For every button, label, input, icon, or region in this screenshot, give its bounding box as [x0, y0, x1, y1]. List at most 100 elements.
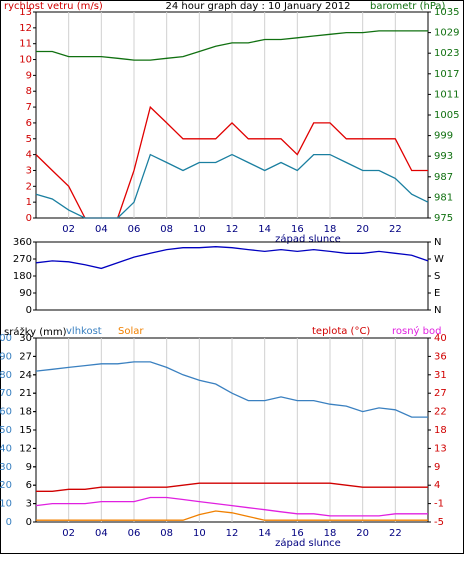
legend-label: vlhkost — [66, 326, 102, 337]
x-tick-label: 16 — [291, 224, 304, 235]
x-tick-label: 20 — [356, 224, 369, 235]
x-tick-label: 08 — [160, 224, 173, 235]
y-tick-label: 70 — [0, 388, 12, 399]
y-tick-label: 360 — [13, 237, 32, 248]
y-tick-label: 1035 — [434, 7, 459, 18]
y-tick-label: 7 — [26, 102, 32, 113]
x-tick-label: 04 — [95, 528, 108, 539]
legend-label: teplota (°C) — [312, 326, 370, 337]
y-tick-label: 60 — [0, 407, 12, 418]
x-tick-label: 06 — [128, 528, 141, 539]
series-line — [35, 496, 428, 517]
y-tick-label: 40 — [434, 333, 447, 344]
y-tick-label: 27 — [19, 351, 32, 362]
series-line — [36, 30, 428, 61]
y-tick-label: N — [434, 237, 441, 248]
y2-axis-title: barometr (hPa) — [370, 1, 446, 12]
y-tick-label: 2 — [26, 181, 32, 192]
y-tick-label: 6 — [26, 480, 32, 491]
y-tick-label: -5 — [434, 517, 444, 528]
x-tick-label: 18 — [324, 528, 337, 539]
series-line — [36, 482, 428, 492]
x-tick-label: 22 — [389, 224, 402, 235]
y-tick-label: 15 — [19, 425, 32, 436]
y-tick-label: 1023 — [434, 48, 459, 59]
y-tick-label: 993 — [434, 151, 453, 162]
y-tick-label: 27 — [434, 388, 447, 399]
y-tick-label: 13 — [434, 443, 447, 454]
y-tick-label: 18 — [19, 407, 32, 418]
x-tick-label: 16 — [291, 528, 304, 539]
y-tick-label: W — [434, 254, 444, 265]
y-tick-label: 12 — [19, 23, 32, 34]
y-tick-label: 24 — [19, 370, 32, 381]
y-tick-label: 8 — [26, 86, 32, 97]
x-tick-label: 06 — [128, 224, 141, 235]
y-tick-label: 10 — [0, 499, 12, 510]
y-tick-label: 9 — [26, 70, 32, 81]
chart-title: 24 hour graph day : 10 January 2012 — [166, 1, 351, 12]
y-tick-label: 11 — [19, 39, 32, 50]
y-tick-label: 1 — [26, 197, 32, 208]
series-line — [36, 510, 428, 521]
x-tick-label: 04 — [95, 224, 108, 235]
y-tick-label: E — [434, 288, 440, 299]
y-tick-label: 270 — [13, 254, 32, 265]
y-axis-title: rychlost vetru (m/s) — [4, 1, 103, 12]
x-tick-label: 12 — [226, 224, 239, 235]
y-tick-label: 1011 — [434, 89, 459, 100]
y-tick-label: 1005 — [434, 110, 459, 121]
y-tick-label: 20 — [0, 480, 12, 491]
legend-label: rosný bod — [392, 325, 441, 337]
y-tick-label: 180 — [13, 271, 32, 282]
legend-label: Solar — [118, 326, 144, 337]
y-tick-label: 1029 — [434, 28, 459, 39]
x-tick-label: 22 — [389, 528, 402, 539]
x-tick-label: 20 — [356, 528, 369, 539]
y-tick-label: 3 — [26, 499, 32, 510]
y-tick-label: 4 — [434, 480, 440, 491]
series-line — [35, 153, 429, 219]
y-tick-label: 22 — [434, 407, 447, 418]
y-tick-label: 6 — [26, 118, 32, 129]
x-tick-label: 10 — [193, 528, 206, 539]
x-tick-label: 02 — [62, 224, 75, 235]
y-tick-label: 0 — [26, 517, 32, 528]
y-tick-label: 981 — [434, 192, 453, 203]
y-tick-label: S — [434, 271, 440, 282]
y-tick-label: 31 — [434, 370, 447, 381]
x-tick-label: 18 — [324, 224, 337, 235]
y-tick-label: 1017 — [434, 69, 459, 80]
y-tick-label: 0 — [26, 305, 32, 316]
series-line — [35, 361, 428, 418]
x-tick-label: 12 — [226, 528, 239, 539]
y-tick-label: 13 — [19, 7, 32, 18]
y-tick-label: 9 — [434, 462, 440, 473]
y-tick-label: 4 — [26, 150, 32, 161]
y-tick-label: 21 — [19, 388, 32, 399]
y-tick-label: 30 — [19, 333, 32, 344]
y-tick-label: 12 — [19, 443, 32, 454]
x-tick-label: 14 — [258, 528, 271, 539]
annotation: západ slunce — [275, 537, 341, 549]
y-tick-label: 40 — [0, 443, 12, 454]
y-tick-label: 3 — [26, 165, 32, 176]
x-tick-label: 10 — [193, 224, 206, 235]
y-tick-label: 18 — [434, 425, 447, 436]
y-tick-label: 50 — [0, 425, 12, 436]
y-tick-label: 100 — [0, 333, 12, 344]
y-tick-label: 9 — [26, 462, 32, 473]
y-tick-label: 90 — [19, 288, 32, 299]
y-tick-label: 36 — [434, 351, 447, 362]
y-axis-title: srážky (mm) — [4, 326, 67, 338]
y-tick-label: 0 — [26, 213, 32, 224]
series-line — [35, 246, 429, 270]
y-tick-label: 90 — [0, 351, 12, 362]
y-tick-label: 975 — [434, 213, 453, 224]
x-tick-label: 14 — [258, 224, 271, 235]
y-tick-label: 999 — [434, 131, 453, 142]
y-tick-label: 5 — [26, 134, 32, 145]
y-tick-label: -1 — [434, 499, 444, 510]
x-tick-label: 08 — [160, 528, 173, 539]
y-tick-label: N — [434, 305, 441, 316]
